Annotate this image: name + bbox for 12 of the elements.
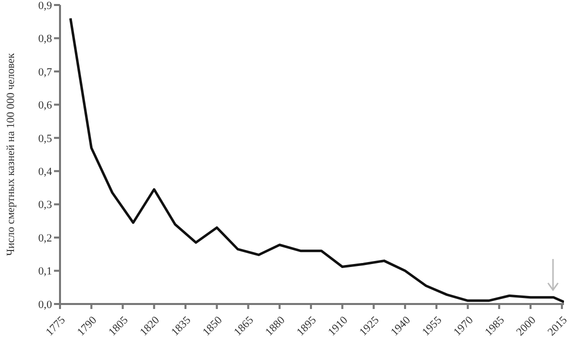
y-tick-label: 0,6 — [38, 100, 52, 112]
y-tick-label: 0,0 — [38, 298, 52, 311]
y-tick-label: 0,4 — [38, 166, 52, 178]
y-tick-label: 0,7 — [38, 66, 52, 78]
y-axis-title: Число смертных казней на 100 000 человек — [4, 52, 17, 256]
y-tick-label: 0,3 — [38, 199, 52, 212]
y-tick-label: 0,8 — [38, 33, 52, 46]
y-tick-label: 0,2 — [38, 232, 52, 244]
y-tick-label: 0,1 — [38, 266, 52, 278]
y-tick-label: 0,9 — [38, 0, 52, 12]
line-series — [69, 17, 564, 304]
y-tick-label: 0,5 — [38, 132, 52, 145]
